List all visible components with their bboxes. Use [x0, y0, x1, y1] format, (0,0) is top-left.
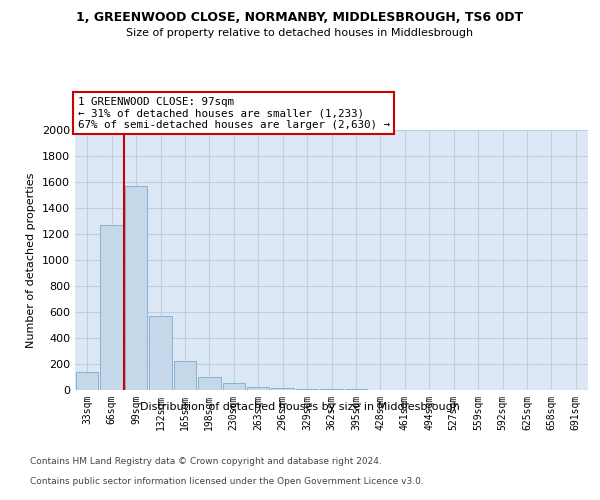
- Text: Distribution of detached houses by size in Middlesbrough: Distribution of detached houses by size …: [140, 402, 460, 412]
- Bar: [76, 372, 98, 390]
- Bar: [247, 387, 269, 390]
- Text: 1 GREENWOOD CLOSE: 97sqm
← 31% of detached houses are smaller (1,233)
67% of sem: 1 GREENWOOD CLOSE: 97sqm ← 31% of detach…: [77, 97, 389, 130]
- Bar: [149, 316, 172, 390]
- Bar: [296, 388, 319, 390]
- Text: 1, GREENWOOD CLOSE, NORMANBY, MIDDLESBROUGH, TS6 0DT: 1, GREENWOOD CLOSE, NORMANBY, MIDDLESBRO…: [76, 11, 524, 24]
- Text: Contains public sector information licensed under the Open Government Licence v3: Contains public sector information licen…: [30, 478, 424, 486]
- Text: Size of property relative to detached houses in Middlesbrough: Size of property relative to detached ho…: [127, 28, 473, 38]
- Bar: [100, 225, 123, 390]
- Y-axis label: Number of detached properties: Number of detached properties: [26, 172, 37, 348]
- Bar: [198, 377, 221, 390]
- Bar: [125, 186, 148, 390]
- Bar: [271, 388, 294, 390]
- Bar: [223, 383, 245, 390]
- Bar: [173, 362, 196, 390]
- Text: Contains HM Land Registry data © Crown copyright and database right 2024.: Contains HM Land Registry data © Crown c…: [30, 458, 382, 466]
